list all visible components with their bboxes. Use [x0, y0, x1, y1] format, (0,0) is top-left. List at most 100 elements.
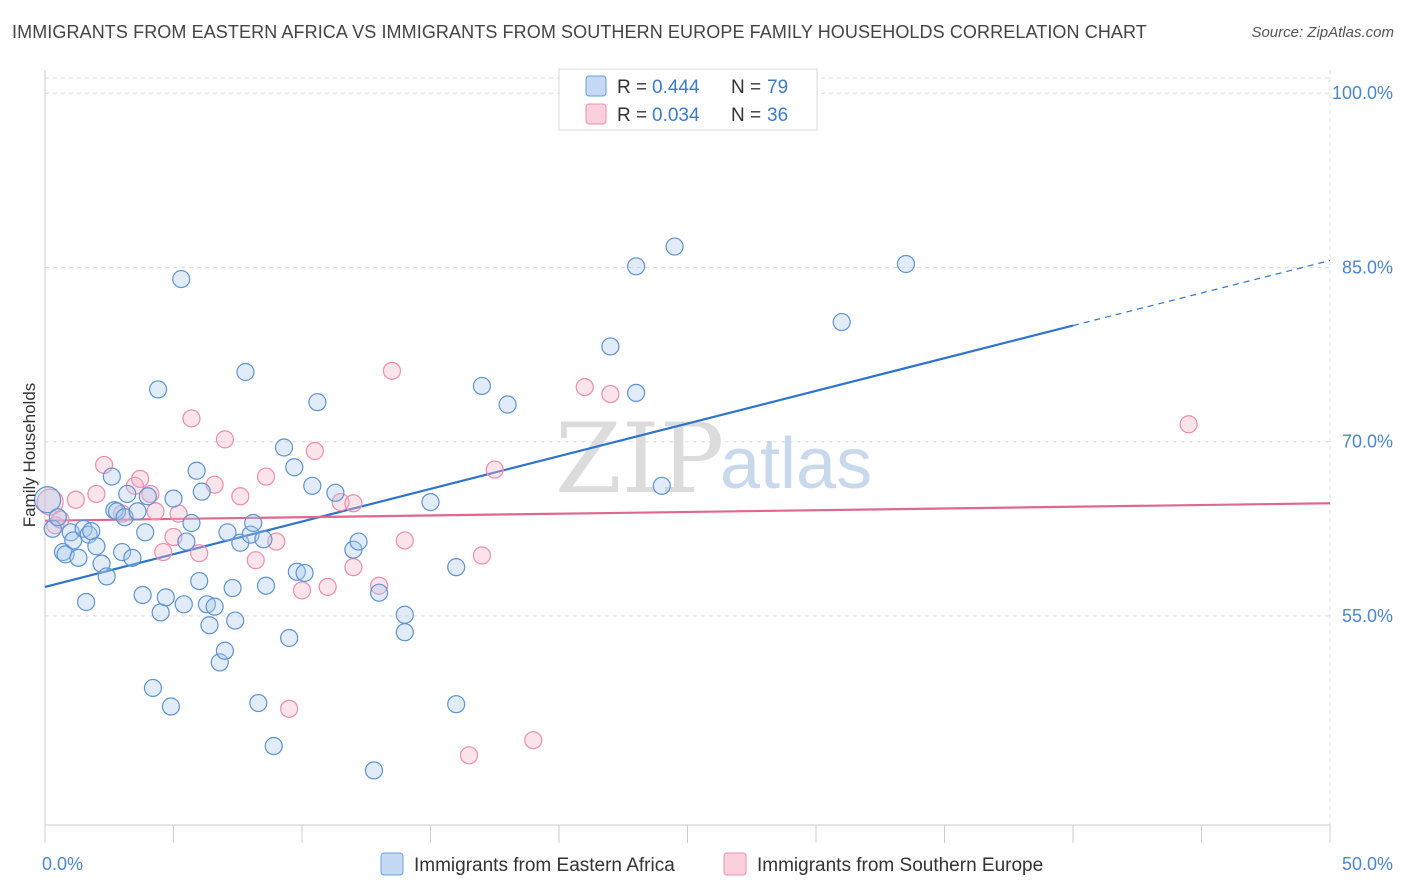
data-point-eastern-africa: [200, 616, 219, 635]
data-point-eastern-africa: [236, 362, 255, 382]
data-point-eastern-africa: [82, 522, 101, 541]
data-point-eastern-africa: [97, 567, 116, 586]
data-point-eastern-africa: [308, 393, 327, 412]
data-point-eastern-africa: [295, 563, 314, 583]
legend-n-label-1: N =: [731, 77, 761, 98]
data-point-eastern-africa: [280, 628, 299, 648]
bottom-legend-swatch-pink: [723, 852, 747, 876]
x-tick-labels: 0.0% 50.0%: [42, 854, 1393, 874]
data-point-eastern-africa: [136, 523, 155, 542]
legend-n-value-1: 79: [767, 77, 788, 98]
data-point-eastern-africa: [223, 578, 242, 598]
data-point-southern-europe: [51, 510, 70, 529]
data-point-eastern-africa: [69, 548, 88, 567]
data-point-eastern-africa: [156, 588, 175, 607]
data-point-eastern-africa: [896, 254, 916, 274]
y-axis-title: Family Households: [20, 383, 39, 528]
data-point-southern-europe: [256, 467, 276, 486]
x-tick-label: 50.0%: [1342, 854, 1393, 874]
series-legend: Immigrants from Eastern Africa Immigrant…: [380, 852, 1043, 876]
data-point-eastern-africa: [123, 548, 142, 567]
data-point-eastern-africa: [326, 483, 345, 502]
series-southern-europe-points: [36, 361, 1198, 765]
data-point-southern-europe: [524, 731, 543, 750]
data-point-eastern-africa: [133, 585, 152, 605]
data-point-eastern-africa: [143, 678, 163, 698]
y-tick-label: 100.0%: [1332, 83, 1393, 103]
data-point-eastern-africa: [364, 761, 384, 780]
trend-line-eastern-africa-extension: [1072, 259, 1331, 327]
axes: [44, 70, 1331, 843]
legend-r-value-1: 0.444: [652, 77, 700, 98]
data-point-southern-europe: [1179, 415, 1198, 434]
data-point-eastern-africa: [665, 237, 684, 256]
data-point-southern-europe: [305, 441, 324, 461]
data-point-southern-europe: [370, 576, 389, 595]
data-point-eastern-africa: [128, 502, 147, 521]
data-point-southern-europe: [280, 699, 299, 718]
data-point-eastern-africa: [285, 458, 304, 477]
data-point-eastern-africa: [244, 513, 263, 533]
bottom-legend-label-eastern-africa: Immigrants from Eastern Africa: [414, 855, 675, 876]
data-point-southern-europe: [382, 361, 402, 380]
data-point-eastern-africa: [205, 597, 224, 616]
data-point-eastern-africa: [87, 537, 106, 556]
data-point-eastern-africa: [151, 603, 170, 622]
data-point-eastern-africa: [303, 476, 322, 495]
trend-line-eastern-africa: [44, 324, 1074, 588]
data-point-southern-europe: [141, 484, 160, 504]
legend-n-value-2: 36: [767, 105, 788, 126]
data-point-eastern-africa: [48, 508, 67, 527]
legend-swatch-pink: [585, 103, 607, 125]
data-point-eastern-africa: [112, 542, 132, 562]
data-point-eastern-africa: [215, 641, 234, 660]
data-point-southern-europe: [146, 502, 165, 521]
data-point-southern-europe: [246, 551, 265, 570]
data-point-eastern-africa: [192, 482, 211, 501]
y-tick-label: 55.0%: [1342, 606, 1393, 626]
bottom-legend-label-southern-europe: Immigrants from Southern Europe: [757, 855, 1043, 876]
data-point-eastern-africa: [138, 487, 157, 506]
data-point-southern-europe: [485, 460, 504, 479]
data-point-eastern-africa: [177, 532, 196, 551]
data-point-eastern-africa: [102, 467, 121, 486]
data-point-eastern-africa: [249, 693, 268, 713]
stats-legend: R = 0.444 N = 79 R = 0.034 N = 36: [558, 68, 818, 131]
data-point-southern-europe: [318, 577, 337, 596]
data-point-eastern-africa: [652, 476, 671, 495]
data-point-southern-europe: [130, 469, 150, 488]
data-point-eastern-africa: [832, 312, 851, 332]
data-point-eastern-africa: [77, 592, 96, 612]
legend-r-label-1: R =: [617, 77, 647, 98]
data-point-eastern-africa: [226, 611, 245, 630]
data-point-eastern-africa: [287, 562, 306, 581]
y-tick-label: 70.0%: [1342, 432, 1393, 452]
data-point-southern-europe: [395, 531, 414, 550]
data-point-eastern-africa: [274, 438, 294, 457]
chart-title: IMMIGRANTS FROM EASTERN AFRICA VS IMMIGR…: [12, 22, 1147, 42]
data-point-southern-europe: [182, 409, 201, 428]
data-point-eastern-africa: [190, 571, 209, 591]
data-point-eastern-africa: [349, 532, 368, 551]
data-point-eastern-africa: [421, 492, 440, 512]
watermark-atlas: atlas: [720, 424, 872, 504]
data-point-eastern-africa: [447, 558, 466, 577]
data-point-eastern-africa: [148, 380, 168, 399]
data-point-eastern-africa: [218, 523, 237, 542]
series-eastern-africa-points: [33, 237, 916, 780]
data-point-eastern-africa: [395, 605, 414, 624]
data-point-eastern-africa: [447, 695, 466, 714]
data-point-southern-europe: [87, 484, 106, 504]
data-point-eastern-africa: [187, 461, 206, 480]
legend-r-label-2: R =: [617, 105, 647, 126]
data-point-eastern-africa: [118, 484, 137, 504]
data-point-eastern-africa: [626, 383, 646, 403]
data-point-eastern-africa: [172, 269, 191, 289]
data-point-eastern-africa: [161, 697, 181, 716]
data-point-southern-europe: [190, 544, 209, 563]
data-point-eastern-africa: [174, 595, 193, 614]
data-point-eastern-africa: [498, 395, 517, 414]
y-tick-label: 85.0%: [1342, 257, 1393, 277]
data-point-southern-europe: [215, 430, 234, 449]
